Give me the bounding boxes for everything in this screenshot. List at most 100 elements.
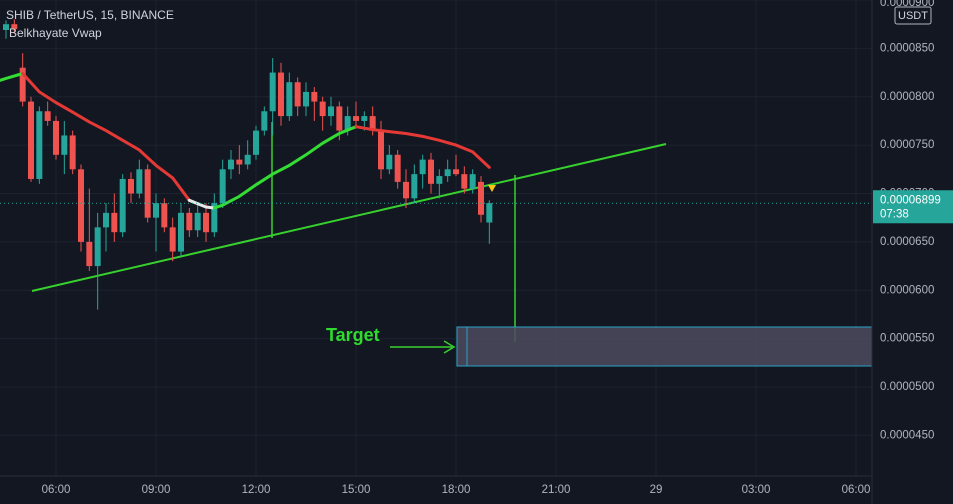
- vwap-line: [354, 125, 491, 169]
- currency[interactable]: USDT: [898, 10, 928, 22]
- vwap-line: [0, 72, 25, 82]
- countdown: 07:38: [880, 208, 909, 220]
- candle-body: [161, 203, 168, 228]
- candle-body: [436, 176, 443, 184]
- candle-body: [244, 154, 251, 165]
- last-price: 0.00006899: [880, 194, 941, 206]
- candle-body: [61, 135, 68, 155]
- arrow-head: [443, 340, 456, 354]
- target-box: [456, 326, 872, 367]
- y-tick-label: 0.0000850: [880, 42, 934, 54]
- y-tick-label: 0.0000750: [880, 139, 934, 151]
- candle-body: [294, 82, 301, 107]
- candle-body: [119, 178, 126, 233]
- candle-body: [153, 203, 159, 218]
- candle-body: [19, 67, 26, 102]
- candle-body: [336, 106, 343, 131]
- candle-body: [203, 212, 209, 233]
- candle-body: [86, 241, 93, 267]
- candle-body: [269, 72, 276, 112]
- x-tick-label: 03:00: [742, 484, 771, 496]
- candle-body: [461, 174, 468, 189]
- candle-body: [178, 212, 184, 252]
- candle-body: [311, 91, 318, 102]
- y-tick-label: 0.0000900: [880, 0, 934, 9]
- price-axis: 0.0000900 0.0000850 0.0000800 0.0000750 0.00…: [880, 0, 934, 441]
- candle-body: [169, 227, 176, 252]
- candle-body: [111, 212, 118, 233]
- candle-body: [219, 169, 226, 204]
- candle-body: [69, 135, 76, 170]
- candle-body: [194, 212, 201, 231]
- candle-body: [144, 169, 151, 218]
- vwap-line: [21, 72, 191, 202]
- candle-body: [103, 212, 109, 228]
- drawings: [31, 122, 872, 367]
- vwap-line: [187, 198, 216, 210]
- candle-body: [361, 116, 368, 121]
- candle-body: [278, 72, 284, 117]
- candle-body: [378, 130, 384, 170]
- annotation: Target: [326, 325, 380, 345]
- candle-body: [386, 154, 393, 170]
- vwap-line: [212, 125, 358, 210]
- candle-body: [303, 91, 309, 107]
- candle-body: [128, 178, 134, 194]
- x-tick-label: 12:00: [242, 484, 271, 496]
- price-badge: [873, 190, 953, 224]
- x-tick-label: 15:00: [342, 484, 371, 496]
- candle-body: [53, 120, 59, 155]
- candle-body: [444, 169, 451, 177]
- candle-body: [253, 130, 259, 155]
- candle-body: [94, 227, 101, 267]
- y-tick-label: 0.0000450: [880, 429, 934, 441]
- candle-body: [211, 203, 218, 233]
- candle-body: [78, 169, 84, 242]
- candle-body: [394, 154, 401, 182]
- candle-body: [353, 116, 359, 121]
- trend-line: [31, 143, 667, 292]
- y-tick-label: 0.0000500: [880, 381, 934, 393]
- candle-body: [44, 111, 51, 121]
- indicator-label: Belkhayate Vwap: [9, 26, 102, 40]
- candle-body: [453, 169, 459, 175]
- candle-body: [328, 106, 334, 117]
- candle-body: [428, 159, 434, 184]
- y-tick-label: 0.0000600: [880, 284, 934, 296]
- y-tick-label: 0.0000550: [880, 333, 934, 345]
- candle-body: [228, 159, 234, 170]
- candle-body: [469, 174, 476, 189]
- candle-body: [28, 101, 34, 179]
- candle-body: [136, 169, 143, 194]
- y-tick-label: 0.0000650: [880, 236, 934, 248]
- candle-body: [419, 159, 426, 175]
- currency-box[interactable]: [894, 6, 932, 25]
- candle-body: [36, 111, 43, 179]
- series: [0, 19, 872, 310]
- candle-body: [261, 111, 268, 131]
- candle-body: [411, 174, 418, 199]
- candle-body: [236, 159, 243, 165]
- x-tick-label: 18:00: [442, 484, 471, 496]
- candle-body: [286, 82, 293, 117]
- signal-marker: [488, 185, 496, 192]
- candle-body: [3, 24, 9, 30]
- candle-body: [11, 24, 18, 30]
- chart-title: SHIB / TetherUS, 15, BINANCE: [6, 8, 174, 22]
- x-tick-label: 06:00: [842, 484, 871, 496]
- candle-body: [369, 116, 376, 131]
- grid: [0, 0, 872, 476]
- candle-body: [486, 203, 493, 223]
- candle-body: [403, 181, 409, 199]
- candle-body: [478, 181, 484, 215]
- x-tick-label: 06:00: [42, 484, 71, 496]
- candle-body: [344, 116, 351, 131]
- y-tick-label: 0.0000800: [880, 91, 934, 103]
- x-tick-label: 21:00: [542, 484, 571, 496]
- x-tick-label: 29: [650, 484, 663, 496]
- candle-body: [319, 101, 326, 117]
- candle-body: [186, 212, 193, 231]
- x-tick-label: 09:00: [142, 484, 171, 496]
